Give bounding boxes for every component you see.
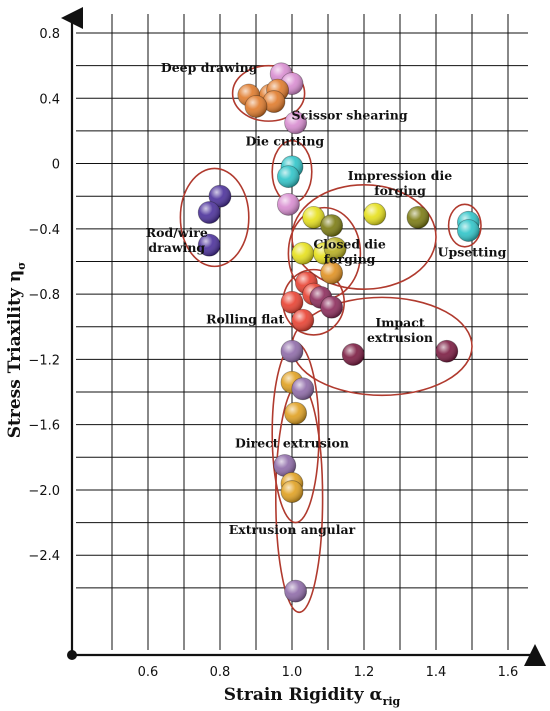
- y-tick-label: −1.6: [28, 419, 60, 434]
- data-point: [284, 401, 308, 425]
- data-point: [320, 295, 344, 319]
- group-ellipse: [447, 203, 482, 248]
- group-ellipse: [231, 64, 306, 122]
- x-tick-label: 1.2: [354, 665, 375, 680]
- y-tick-label: 0.4: [39, 92, 60, 107]
- data-point: [320, 214, 344, 237]
- data-point: [406, 206, 430, 229]
- data-point: [284, 111, 308, 135]
- data-point: [244, 95, 268, 118]
- x-tick-label: 0.8: [210, 665, 231, 680]
- axes: [61, 7, 546, 666]
- data-point: [456, 219, 480, 242]
- data-point: [341, 343, 365, 366]
- y-tick-label: −2.0: [28, 484, 60, 499]
- x-tick-label: 1.0: [282, 665, 303, 680]
- data-point: [280, 290, 304, 314]
- y-axis-title: Stress Triaxility ησ: [5, 262, 28, 438]
- annotation-label: Rolling flat: [206, 311, 284, 326]
- data-points: [197, 62, 480, 603]
- annotation-label: Die cutting: [245, 134, 324, 149]
- annotation-label: Impression die forging: [348, 168, 452, 198]
- annotation-label: Extrusion angular: [229, 522, 356, 537]
- group-ellipse: [291, 183, 437, 291]
- data-point: [291, 241, 315, 265]
- y-tick-label: −0.8: [28, 288, 60, 303]
- data-point: [273, 454, 297, 477]
- annotations: Deep drawing Scissor shearing Die cutting I…: [146, 60, 507, 537]
- data-point: [276, 192, 300, 216]
- data-point: [208, 184, 232, 208]
- data-point: [284, 579, 308, 603]
- data-point: [302, 206, 326, 229]
- data-point: [291, 377, 315, 401]
- tick-labels: 0.6 0.8 1.0 1.2 1.4 1.6 0.8 0.4 0 −0.4 −0.8 −1.2 −1.…: [28, 27, 518, 680]
- data-point: [262, 90, 286, 113]
- group-ellipse: [179, 167, 250, 268]
- x-axis-title: Strain Rigidity αrig: [224, 685, 401, 708]
- annotation-label: Impact extrusion: [367, 315, 433, 345]
- annotation-label: Direct extrusion: [235, 436, 349, 451]
- data-point: [291, 308, 315, 332]
- x-tick-label: 1.6: [498, 665, 519, 680]
- annotation-label: Upsetting: [438, 245, 507, 260]
- annotation-label: Closed die forging: [313, 236, 386, 266]
- data-point: [363, 202, 387, 226]
- y-tick-label: −0.4: [28, 223, 60, 238]
- y-tick-label: −1.2: [28, 353, 60, 368]
- data-point: [435, 339, 459, 363]
- annotation-label: Scissor shearing: [292, 107, 408, 122]
- data-point: [320, 261, 344, 285]
- data-point: [280, 339, 304, 363]
- annotation-label: Rod/wire drawing: [146, 225, 208, 255]
- data-point: [197, 201, 221, 224]
- y-tick-label: 0: [52, 158, 60, 173]
- data-point: [276, 165, 300, 189]
- annotation-label: Deep drawing: [161, 60, 258, 75]
- data-point: [323, 237, 347, 260]
- y-tick-label: 0.8: [39, 27, 60, 42]
- data-point: [197, 233, 221, 257]
- axis-origin-dot: [67, 650, 77, 660]
- x-tick-label: 1.4: [426, 665, 447, 680]
- data-point: [280, 480, 304, 503]
- x-tick-label: 0.6: [138, 665, 159, 680]
- y-tick-label: −2.4: [28, 549, 60, 564]
